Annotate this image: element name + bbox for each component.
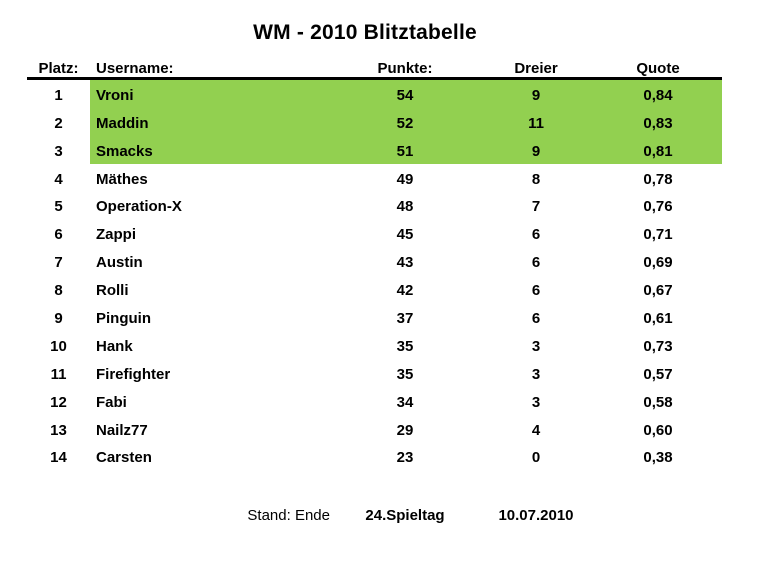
cell-username: Rolli [96,282,129,300]
cell-platz: 2 [54,114,63,132]
cell-username: Smacks [96,142,153,160]
cell-platz: 3 [54,142,63,160]
cell-quote: 0,69 [643,254,673,272]
cell-platz: 5 [54,198,63,216]
table-row: 12 Fabi 34 3 0,58 [27,387,722,415]
cell-punkte: 52 [396,114,414,132]
cell-punkte: 49 [396,170,414,188]
header-username: Username: [96,60,174,77]
cell-dreier: 6 [531,254,541,272]
table-body: 1 Vroni 54 9 0,84 2 Maddin 52 11 0,83 3 … [27,80,722,470]
cell-quote: 0,83 [643,114,673,132]
cell-punkte: 45 [396,226,414,244]
table-row: 2 Maddin 52 11 0,83 [27,107,722,136]
cell-dreier: 3 [531,393,541,411]
footer-date-label: 10.07.2010 [498,507,574,524]
cell-username: Firefighter [96,365,171,383]
cell-platz: 13 [50,421,67,439]
cell-dreier: 11 [528,114,544,132]
cell-platz: 7 [54,254,63,272]
cell-quote: 0,58 [643,393,673,411]
cell-username: Nailz77 [96,421,148,439]
page-title: WM - 2010 Blitztabelle [253,21,477,44]
cell-quote: 0,73 [643,337,673,355]
cell-platz: 10 [50,337,67,355]
cell-username: Carsten [96,449,152,467]
table-row: 11 Firefighter 35 3 0,57 [27,359,722,387]
cell-quote: 0,81 [643,142,673,160]
cell-quote: 0,57 [643,365,673,383]
cell-quote: 0,60 [643,421,673,439]
table-header-row: Platz: Username: Punkte: Dreier Quote [27,58,722,77]
table-row: 4 Mäthes 49 8 0,78 [27,164,722,192]
cell-username: Zappi [96,226,136,244]
cell-dreier: 6 [531,310,541,328]
cell-username: Fabi [96,393,127,411]
cell-username: Pinguin [96,310,151,328]
cell-punkte: 37 [396,310,414,328]
cell-punkte: 29 [396,421,414,439]
cell-quote: 0,78 [643,170,673,188]
cell-platz: 12 [50,393,67,411]
table-row: 1 Vroni 54 9 0,84 [27,80,722,108]
header-dreier: Dreier [514,60,558,77]
cell-platz: 4 [54,170,63,188]
cell-dreier: 7 [531,198,541,216]
cell-dreier: 6 [531,282,541,300]
cell-dreier: 9 [531,142,541,160]
cell-quote: 0,71 [643,226,673,244]
cell-dreier: 6 [531,226,541,244]
cell-punkte: 54 [396,86,414,104]
cell-dreier: 4 [531,421,541,439]
footer-spieltag-label: 24.Spieltag [365,507,445,524]
cell-platz: 11 [50,365,67,383]
blitz-table: Platz: Username: Punkte: Dreier Quote 1 … [27,58,722,470]
cell-punkte: 48 [396,198,414,216]
cell-quote: 0,38 [643,449,673,467]
cell-quote: 0,61 [643,310,673,328]
table-row: 6 Zappi 45 6 0,71 [27,219,722,247]
cell-punkte: 51 [396,142,414,160]
cell-quote: 0,84 [643,86,673,104]
cell-platz: 14 [50,449,67,467]
cell-dreier: 3 [531,365,541,383]
table-row: 9 Pinguin 37 6 0,61 [27,303,722,331]
cell-punkte: 34 [396,393,414,411]
cell-punkte: 42 [396,282,414,300]
cell-dreier: 9 [531,86,541,104]
footer-stand-label: Stand: Ende [247,507,330,524]
header-punkte: Punkte: [377,60,433,77]
header-platz: Platz: [38,60,79,77]
cell-username: Maddin [96,114,149,132]
cell-punkte: 35 [396,337,414,355]
table-row: 8 Rolli 42 6 0,67 [27,275,722,303]
cell-username: Operation-X [96,198,182,216]
cell-username: Hank [96,337,133,355]
cell-punkte: 23 [396,449,414,467]
cell-dreier: 0 [531,449,541,467]
cell-dreier: 8 [531,170,541,188]
table-row: 14 Carsten 23 0 0,38 [27,443,722,471]
cell-username: Mäthes [96,170,148,188]
table-row: 3 Smacks 51 9 0,81 [27,135,722,164]
cell-punkte: 35 [396,365,414,383]
cell-platz: 8 [54,282,63,300]
table-row: 5 Operation-X 48 7 0,76 [27,192,722,220]
footer-row: Stand: Ende 24.Spieltag 10.07.2010 [27,504,722,527]
header-quote: Quote [636,60,680,77]
cell-platz: 1 [54,86,63,104]
cell-quote: 0,76 [643,198,673,216]
cell-punkte: 43 [396,254,414,272]
table-row: 7 Austin 43 6 0,69 [27,247,722,275]
cell-platz: 9 [54,310,63,328]
cell-username: Austin [96,254,143,272]
cell-username: Vroni [96,86,134,104]
cell-quote: 0,67 [643,282,673,300]
header-divider [27,77,722,80]
table-row: 13 Nailz77 29 4 0,60 [27,415,722,443]
table-row: 10 Hank 35 3 0,73 [27,331,722,359]
cell-platz: 6 [54,226,63,244]
cell-dreier: 3 [531,337,541,355]
